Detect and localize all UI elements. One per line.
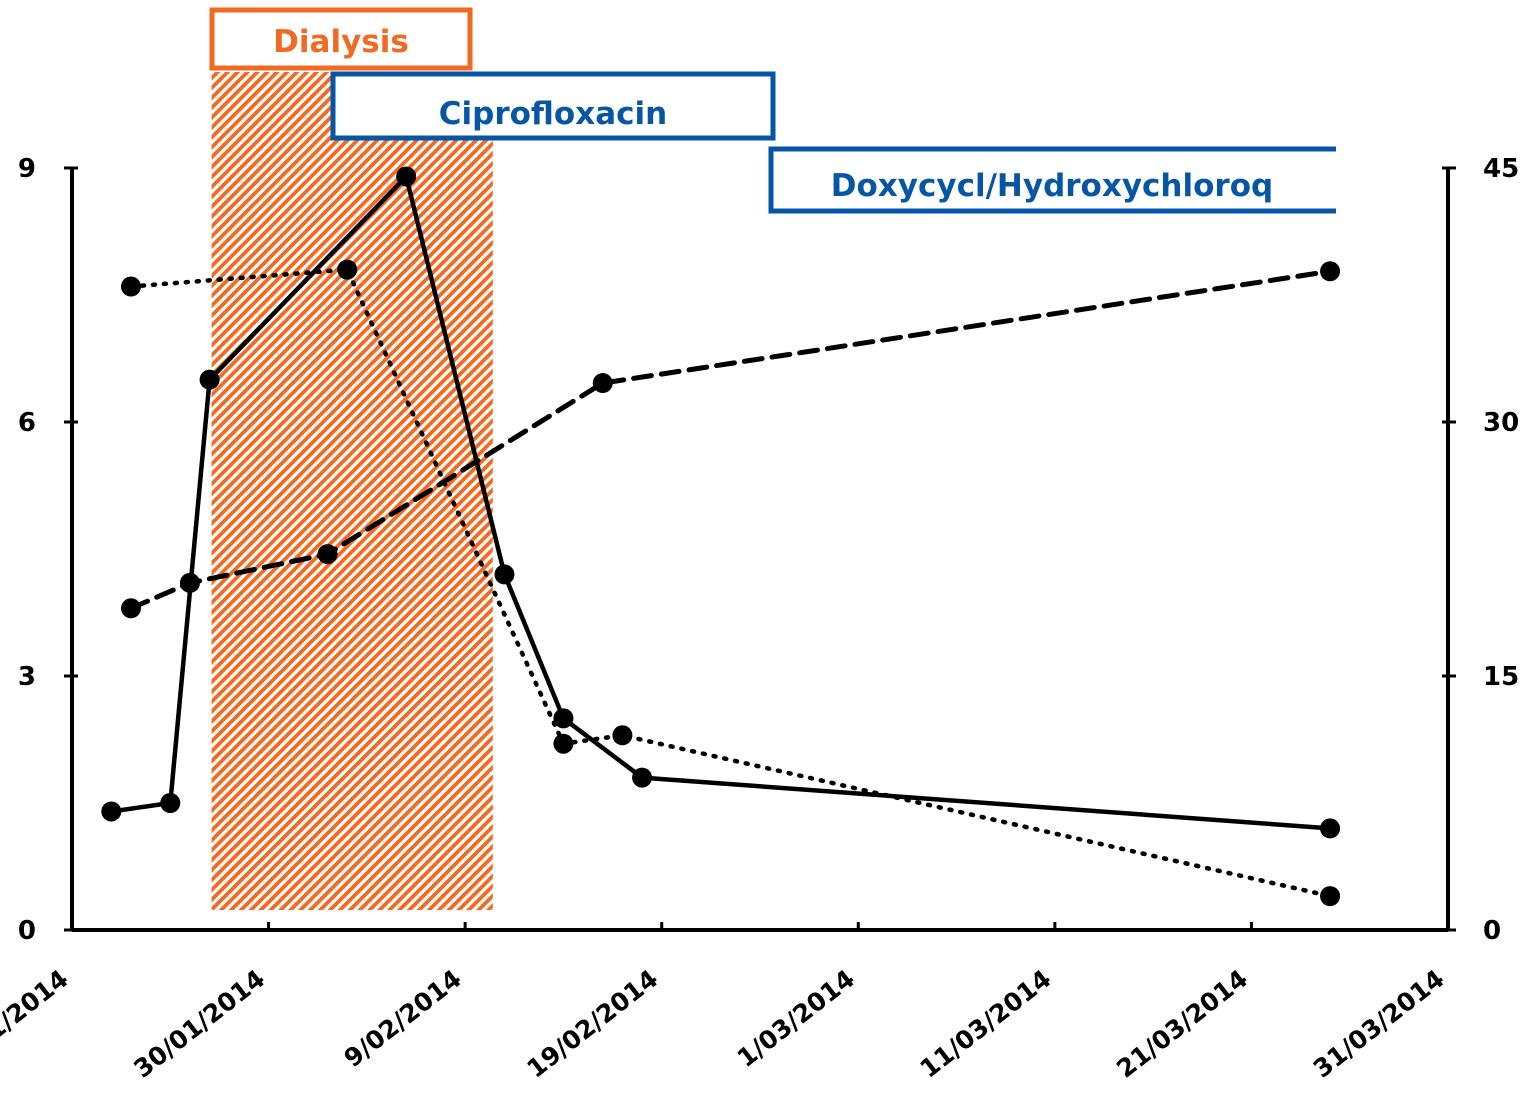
data-point-dotted — [612, 725, 633, 746]
x-tick-label: 11/03/2014 — [915, 964, 1057, 1084]
data-point-dashed — [592, 373, 613, 394]
right-y-tick-label: 45 — [1483, 154, 1519, 184]
ciprofloxacin-box — [330, 71, 776, 141]
data-point-solid — [101, 801, 122, 822]
x-tick-label: 9/02/2014 — [339, 964, 467, 1073]
dialysis-band — [211, 72, 493, 910]
data-point-dotted — [120, 276, 141, 297]
x-tick-label: 19/02/2014 — [522, 964, 664, 1084]
doxycycline-box — [768, 146, 1336, 214]
data-point-dashed — [1320, 261, 1341, 282]
x-tick-label: 20/01/2014 — [0, 964, 74, 1084]
data-point-dotted — [553, 733, 574, 754]
dialysis-label-box — [209, 7, 473, 71]
right-y-tick-label: 0 — [1483, 916, 1501, 946]
data-point-solid — [396, 166, 417, 187]
left-y-tick-label: 6 — [18, 408, 36, 438]
left-y-tick-label: 0 — [18, 916, 36, 946]
data-point-solid — [1320, 818, 1341, 839]
data-point-solid — [199, 369, 220, 390]
data-point-dotted — [1320, 886, 1341, 907]
data-point-dashed — [317, 544, 338, 565]
series-line-solid — [109, 174, 1333, 831]
ciprofloxacin-label: Ciprofloxacin — [439, 96, 667, 132]
dialysis-label: Dialysis — [273, 24, 409, 60]
data-point-dashed — [179, 572, 200, 593]
right-y-tick-label: 15 — [1483, 662, 1519, 692]
data-point-solid — [160, 793, 181, 813]
data-point-solid — [494, 564, 515, 585]
data-point-dotted — [337, 259, 358, 280]
x-tick-label: 1/03/2014 — [732, 964, 860, 1073]
right-y-tick-label: 30 — [1483, 408, 1519, 438]
data-point-solid — [553, 708, 574, 729]
left-y-tick-label: 3 — [18, 662, 36, 692]
data-point-dashed — [120, 598, 141, 619]
x-tick-label: 21/03/2014 — [1111, 964, 1253, 1084]
x-tick-label: 30/01/2014 — [128, 964, 270, 1084]
left-y-tick-label: 9 — [18, 154, 36, 184]
x-tick-label: 31/03/2014 — [1308, 964, 1450, 1084]
data-point-solid — [632, 767, 653, 788]
doxycycline-label: Doxycycl/Hydroxychloroq — [831, 168, 1273, 204]
